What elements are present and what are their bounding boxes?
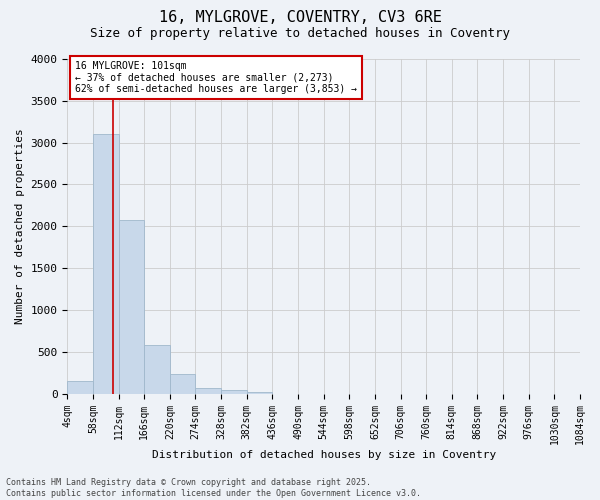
Bar bbox=[196, 388, 221, 394]
Bar bbox=[221, 390, 247, 394]
Bar bbox=[93, 134, 119, 394]
Text: Contains HM Land Registry data © Crown copyright and database right 2025.
Contai: Contains HM Land Registry data © Crown c… bbox=[6, 478, 421, 498]
Bar bbox=[119, 220, 144, 394]
Text: Size of property relative to detached houses in Coventry: Size of property relative to detached ho… bbox=[90, 28, 510, 40]
Bar bbox=[144, 345, 170, 394]
Y-axis label: Number of detached properties: Number of detached properties bbox=[15, 128, 25, 324]
Text: 16 MYLGROVE: 101sqm
← 37% of detached houses are smaller (2,273)
62% of semi-det: 16 MYLGROVE: 101sqm ← 37% of detached ho… bbox=[75, 60, 357, 94]
Bar bbox=[67, 381, 93, 394]
Text: 16, MYLGROVE, COVENTRY, CV3 6RE: 16, MYLGROVE, COVENTRY, CV3 6RE bbox=[158, 10, 442, 25]
X-axis label: Distribution of detached houses by size in Coventry: Distribution of detached houses by size … bbox=[152, 450, 496, 460]
Bar bbox=[170, 374, 196, 394]
Bar bbox=[247, 392, 272, 394]
